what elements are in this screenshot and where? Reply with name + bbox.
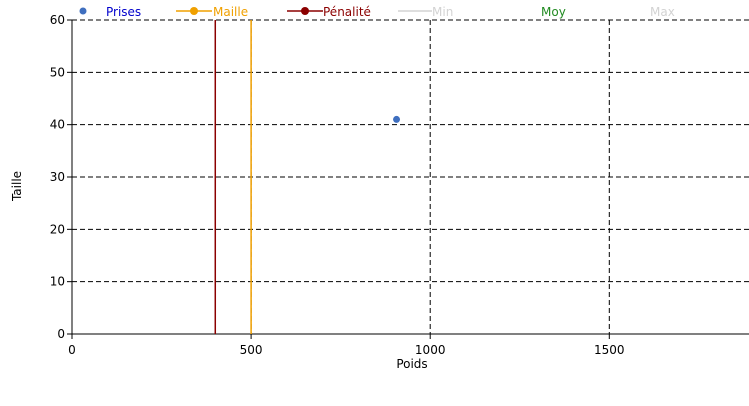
y-tick-label: 20	[50, 222, 65, 236]
x-tick-label: 0	[68, 343, 76, 357]
y-tick-label: 60	[50, 13, 65, 27]
grid	[72, 19, 749, 334]
x-tick-label: 1000	[415, 343, 446, 357]
legend-label: Pénalité	[323, 5, 371, 19]
y-tick-label: 10	[50, 275, 65, 289]
legend-item-min[interactable]: Min	[398, 5, 453, 19]
legend-item-moy[interactable]: Moy	[541, 5, 566, 19]
legend: Prises Maille Pénalité Min Moy Max	[79, 5, 675, 19]
legend-label: Max	[650, 5, 675, 19]
legend-marker	[301, 7, 309, 15]
legend-label: Min	[432, 5, 453, 19]
legend-item-prises[interactable]: Prises	[79, 5, 142, 19]
legend-item-max[interactable]: Max	[650, 5, 675, 19]
y-axis-title: Taille	[10, 171, 24, 202]
tick-labels: 0 10 20 30 40 50 60 0 500 1000 1500	[50, 13, 625, 357]
y-tick-label: 0	[57, 327, 65, 341]
y-tick-label: 50	[50, 65, 65, 79]
x-axis-title: Poids	[396, 357, 427, 371]
plot-series	[214, 20, 401, 334]
legend-label: Prises	[106, 5, 141, 19]
x-tick-label: 1500	[594, 343, 625, 357]
legend-item-penalite[interactable]: Pénalité	[287, 5, 371, 19]
point-prises	[393, 115, 401, 123]
legend-marker	[190, 7, 198, 15]
legend-marker	[79, 7, 87, 15]
y-tick-label: 40	[50, 118, 65, 132]
y-tick-label: 30	[50, 170, 65, 184]
axes	[67, 19, 749, 339]
x-tick-label: 500	[240, 343, 263, 357]
legend-label: Moy	[541, 5, 566, 19]
legend-label: Maille	[213, 5, 248, 19]
legend-item-maille[interactable]: Maille	[176, 5, 248, 19]
